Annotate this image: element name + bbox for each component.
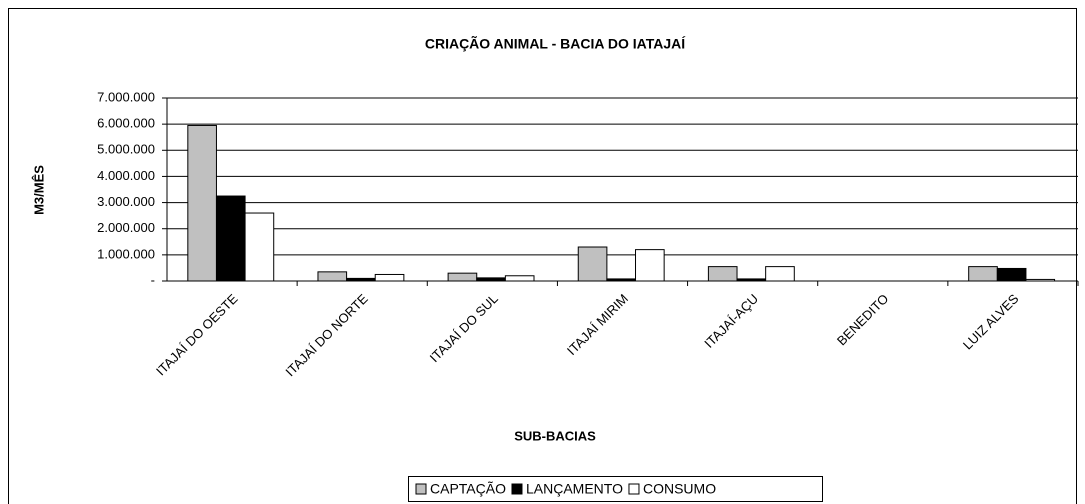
y-tick-label: 6.000.000 bbox=[97, 116, 155, 131]
y-axis-title: M3/MÊS bbox=[31, 165, 46, 215]
bar bbox=[635, 249, 665, 282]
y-tick-label: 3.000.000 bbox=[97, 194, 155, 209]
legend-swatch bbox=[511, 483, 523, 495]
bar bbox=[244, 212, 275, 282]
legend-label: CAPTAÇÃO bbox=[430, 481, 506, 497]
legend: CAPTAÇÃO LANÇAMENTO CONSUMO bbox=[408, 476, 823, 502]
bar bbox=[996, 267, 1027, 282]
legend-swatch bbox=[628, 483, 640, 495]
y-tick-label: 2.000.000 bbox=[97, 220, 155, 235]
bar bbox=[707, 266, 738, 282]
y-tick-label: 7.000.000 bbox=[97, 89, 155, 104]
chart-title: CRIAÇÃO ANIMAL - BACIA DO IATAJAÍ bbox=[425, 35, 686, 52]
legend-label: CONSUMO bbox=[643, 481, 716, 497]
bar bbox=[504, 275, 535, 282]
bar bbox=[765, 266, 795, 282]
y-tick-label: - bbox=[151, 272, 155, 287]
y-tick-label: 1.000.000 bbox=[97, 246, 155, 261]
bar bbox=[317, 271, 348, 282]
bar bbox=[577, 246, 608, 282]
bar bbox=[447, 272, 478, 282]
x-axis-title: SUB-BACIAS bbox=[514, 428, 596, 443]
chart-frame bbox=[8, 8, 1077, 504]
bar bbox=[187, 124, 217, 282]
bar bbox=[968, 266, 998, 282]
legend-label: LANÇAMENTO bbox=[526, 481, 623, 497]
bar bbox=[374, 273, 405, 282]
y-tick-label: 4.000.000 bbox=[97, 168, 155, 183]
legend-swatch bbox=[415, 483, 427, 495]
legend-frame bbox=[408, 476, 823, 502]
bar bbox=[215, 195, 246, 282]
y-tick-label: 5.000.000 bbox=[97, 142, 155, 157]
